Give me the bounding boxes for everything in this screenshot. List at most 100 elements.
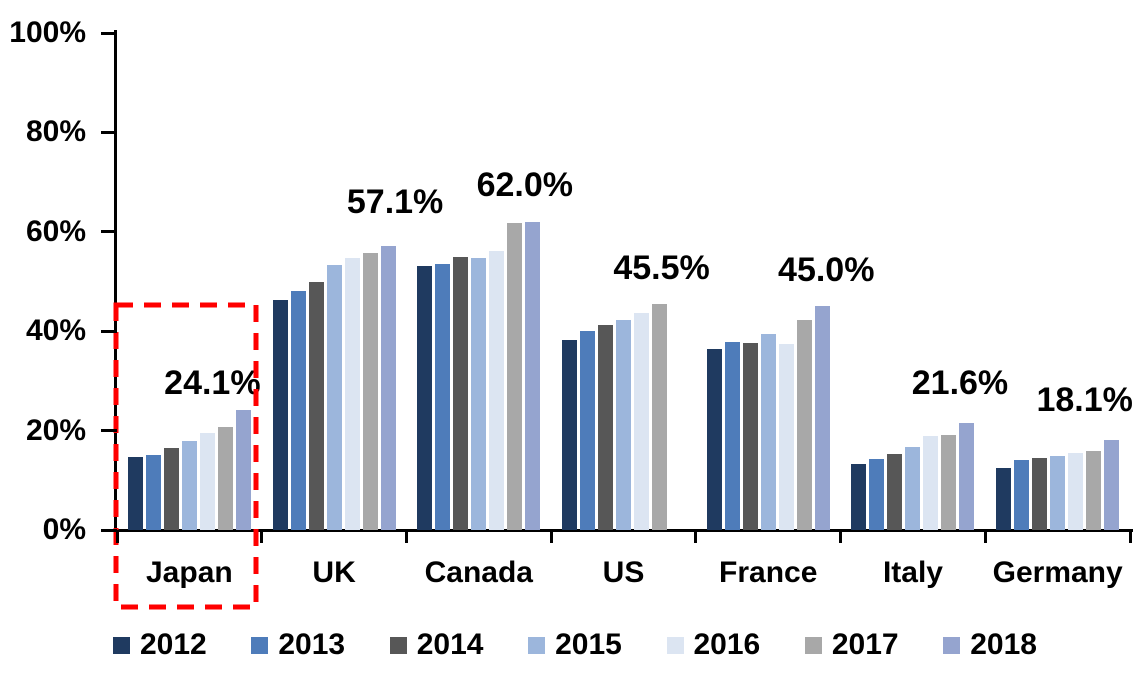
legend-label-2012: 2012 bbox=[140, 628, 207, 661]
bar-japan-2017 bbox=[217, 426, 233, 530]
x-axis-tick bbox=[1128, 530, 1132, 543]
bar-japan-2012 bbox=[127, 456, 143, 530]
data-label-japan: 24.1% bbox=[164, 364, 261, 403]
bar-germany-2013 bbox=[1014, 459, 1030, 530]
bar-france-2017 bbox=[796, 319, 812, 530]
bar-italy-2012 bbox=[851, 464, 867, 530]
legend-item-2017: 2017 bbox=[804, 628, 899, 661]
legend-swatch-2017 bbox=[804, 636, 822, 654]
bar-us-2016 bbox=[634, 313, 650, 530]
y-axis-tick bbox=[101, 329, 117, 333]
bar-italy-2014 bbox=[887, 453, 903, 530]
legend-swatch-2016 bbox=[666, 636, 684, 654]
y-axis-tick-label: 60% bbox=[25, 214, 86, 248]
bar-uk-2012 bbox=[272, 299, 288, 530]
legend-item-2013: 2013 bbox=[251, 630, 345, 660]
legend-item-2016: 2016 bbox=[666, 630, 760, 660]
bar-canada-2013 bbox=[435, 264, 451, 530]
bar-france-2013 bbox=[724, 341, 740, 530]
category-label-italy: Italy bbox=[882, 556, 943, 589]
legend-swatch-2014 bbox=[389, 636, 407, 654]
category-label-us: US bbox=[602, 556, 645, 589]
bar-france-2015 bbox=[760, 334, 776, 530]
bar-canada-2018 bbox=[525, 221, 541, 530]
bar-uk-2013 bbox=[290, 291, 306, 530]
bar-us-2015 bbox=[616, 319, 632, 530]
category-label-germany: Germany bbox=[992, 556, 1123, 589]
legend-swatch-2012 bbox=[113, 636, 130, 654]
bar-canada-2012 bbox=[417, 266, 433, 530]
bar-japan-2014 bbox=[163, 448, 179, 530]
bar-canada-2016 bbox=[489, 250, 505, 530]
category-label-france: France bbox=[719, 556, 818, 589]
data-label-us: 45.5% bbox=[613, 248, 710, 287]
legend-item-2018: 2018 bbox=[943, 630, 1037, 660]
category-label-canada: Canada bbox=[424, 556, 533, 589]
y-axis-tick bbox=[101, 230, 117, 234]
bar-us-2017 bbox=[652, 303, 668, 530]
bar-italy-2017 bbox=[941, 434, 957, 530]
legend-swatch-2018 bbox=[943, 636, 961, 654]
data-label-canada: 62.0% bbox=[476, 165, 573, 204]
bar-germany-2012 bbox=[996, 467, 1012, 530]
bar-uk-2016 bbox=[344, 257, 360, 530]
legend-swatch-2015 bbox=[528, 636, 546, 654]
bar-cluster-us bbox=[551, 33, 696, 530]
bar-cluster-uk bbox=[262, 33, 407, 530]
x-axis-tick bbox=[983, 530, 987, 543]
bar-cluster-germany bbox=[985, 33, 1130, 530]
bar-france-2012 bbox=[706, 348, 722, 530]
bar-france-2018 bbox=[814, 306, 830, 530]
bar-cluster-japan bbox=[117, 33, 262, 530]
bar-uk-2015 bbox=[326, 264, 342, 530]
legend: 2012 2013 2014 2015 2016 2017 2018 bbox=[113, 630, 1037, 660]
bar-italy-2015 bbox=[905, 446, 921, 530]
bar-canada-2015 bbox=[471, 258, 487, 530]
legend-item-2012: 2012 bbox=[113, 630, 207, 660]
data-label-france: 45.0% bbox=[778, 250, 875, 289]
legend-label-2017: 2017 bbox=[831, 628, 899, 661]
y-axis-tick bbox=[101, 130, 117, 134]
y-axis-tick-label: 0% bbox=[42, 513, 86, 546]
x-axis-tick bbox=[404, 530, 408, 543]
y-axis-tick-label: 80% bbox=[25, 115, 86, 149]
x-axis-tick bbox=[839, 530, 843, 543]
category-group-italy: 21.6% bbox=[841, 33, 1008, 530]
bar-japan-2013 bbox=[145, 455, 161, 530]
bar-uk-2018 bbox=[380, 246, 396, 530]
bar-germany-2016 bbox=[1068, 452, 1084, 530]
y-axis-line bbox=[114, 30, 117, 533]
bar-italy-2018 bbox=[959, 422, 975, 530]
category-label-uk: UK bbox=[312, 556, 356, 589]
y-axis-tick bbox=[101, 528, 117, 532]
legend-label-2013: 2013 bbox=[278, 628, 346, 661]
y-axis-tick-label: 100% bbox=[9, 16, 86, 49]
legend-label-2014: 2014 bbox=[416, 628, 484, 661]
bar-us-2012 bbox=[562, 340, 578, 530]
y-axis-tick-label: 40% bbox=[25, 314, 86, 348]
x-axis-tick bbox=[549, 530, 553, 543]
category-group-canada: 62.0% bbox=[406, 33, 573, 530]
x-axis-tick bbox=[115, 530, 119, 543]
plot-area: 24.1% 57.1% 62.0% 45.5% 45.0% 21.6% 18.1% bbox=[117, 33, 1133, 530]
legend-item-2014: 2014 bbox=[389, 628, 484, 661]
bar-germany-2018 bbox=[1104, 440, 1120, 530]
bar-japan-2018 bbox=[235, 410, 251, 530]
y-axis-tick bbox=[101, 429, 117, 433]
bar-germany-2014 bbox=[1032, 458, 1048, 530]
category-group-japan: 24.1% bbox=[117, 33, 262, 530]
category-group-france: 45.0% bbox=[696, 33, 874, 530]
legend-item-2015: 2015 bbox=[528, 630, 622, 660]
bar-italy-2016 bbox=[923, 435, 939, 530]
category-axis-labels: Japan UK Canada US France Italy Germany bbox=[117, 556, 1130, 590]
x-axis-tick bbox=[694, 530, 698, 543]
data-label-uk: 57.1% bbox=[346, 182, 444, 221]
bar-germany-2017 bbox=[1086, 450, 1102, 530]
legend-label-2015: 2015 bbox=[555, 628, 622, 661]
bar-canada-2017 bbox=[507, 223, 523, 530]
category-label-japan: Japan bbox=[146, 556, 233, 589]
bar-japan-2016 bbox=[199, 432, 215, 530]
bar-us-2013 bbox=[580, 331, 596, 530]
bar-germany-2015 bbox=[1050, 455, 1066, 530]
